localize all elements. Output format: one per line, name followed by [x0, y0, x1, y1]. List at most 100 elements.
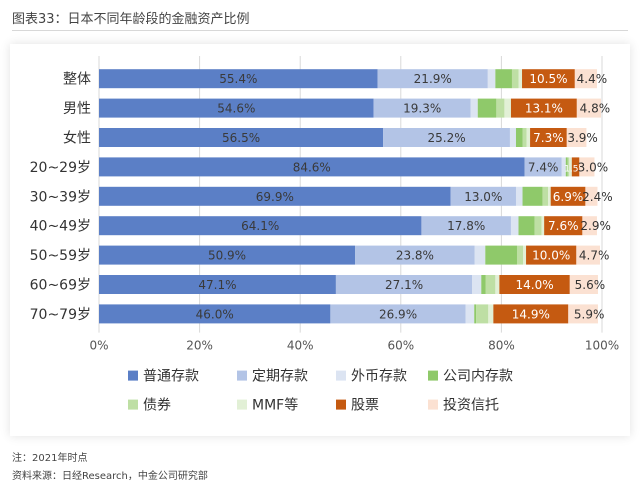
- legend-label: 公司内存款: [443, 369, 513, 385]
- data-label: 14.0%: [516, 278, 554, 292]
- bar-segment: [574, 69, 597, 89]
- bar-segment: [576, 245, 600, 265]
- bar-segment: [495, 275, 500, 294]
- data-label: 50.9%: [208, 249, 246, 263]
- bar-segment: [472, 275, 482, 294]
- data-label: 55.4%: [219, 72, 257, 86]
- bar-segment: [450, 186, 516, 206]
- legend-swatch: [237, 399, 247, 410]
- bar-segment: [567, 157, 570, 177]
- data-label: 23.8%: [396, 249, 434, 263]
- bar-segment: [541, 216, 545, 236]
- bar-segment: [534, 216, 542, 236]
- bar-segment: [569, 275, 598, 294]
- bar-segment: [99, 157, 525, 177]
- bar-segment: [383, 128, 510, 147]
- footnote-source: 资料来源：日经Research，中金公司研究部: [12, 471, 208, 482]
- bar-segment: [530, 128, 567, 147]
- bar-segment: [99, 69, 378, 89]
- data-label: 13.0%: [464, 190, 502, 204]
- legend-swatch: [128, 399, 138, 410]
- category-label: 60~69岁: [30, 278, 91, 294]
- x-tick-label: 80%: [488, 339, 515, 353]
- bar-segment: [548, 186, 551, 206]
- bar-segment: [522, 128, 527, 147]
- data-label: 10.0%: [532, 249, 570, 263]
- bar-segment: [470, 98, 478, 118]
- data-label: 54.6%: [217, 102, 255, 116]
- bar-segment: [495, 69, 512, 89]
- bar-segment: [515, 186, 523, 206]
- data-label: 84.6%: [293, 160, 331, 174]
- bar-segment: [355, 245, 475, 265]
- title-divider: [12, 30, 628, 31]
- legend-swatch: [336, 370, 346, 381]
- x-tick-label: 60%: [387, 339, 414, 353]
- bar-segment: [373, 98, 471, 118]
- bar-segment: [524, 157, 562, 177]
- bar-segment: [526, 245, 577, 265]
- bar-segment: [335, 275, 473, 294]
- bar-segment: [476, 304, 489, 324]
- bar-segment: [485, 245, 517, 265]
- bar-segment: [542, 186, 549, 206]
- data-label: 56.5%: [222, 131, 260, 145]
- bar-segment: [465, 304, 475, 324]
- data-label: 5.6%: [575, 278, 606, 292]
- x-tick-label: 100%: [585, 339, 619, 353]
- bar-segment: [518, 69, 523, 89]
- stacked-bar-chart: 0% 20% 40% 60% 80% 100% 整体 55.4% 21.9% 10.5% 4.4% 男…: [30, 56, 619, 414]
- bar-segment: [99, 98, 374, 118]
- category-label: 30~39岁: [30, 189, 91, 205]
- bar-segment: [544, 216, 583, 236]
- legend-label: 普通存款: [143, 369, 199, 385]
- bar-segment: [477, 98, 497, 118]
- bar-segment: [509, 128, 516, 147]
- category-label: 50~59岁: [30, 248, 91, 264]
- data-label: 14.9%: [512, 307, 550, 321]
- bar-segment: [487, 69, 496, 89]
- category-label: 女性: [63, 130, 91, 147]
- data-label: 25.2%: [428, 131, 466, 145]
- x-tick-label: 40%: [287, 339, 314, 353]
- bar-segment: [516, 245, 524, 265]
- data-label: 2.9%: [580, 219, 611, 233]
- data-label: 7.3%: [533, 131, 564, 145]
- bar-segment: [550, 186, 586, 206]
- legend-label: MMF等: [252, 397, 298, 414]
- bar-segment: [579, 157, 595, 177]
- data-label: 5.9%: [574, 307, 605, 321]
- x-tick-label: 20%: [186, 339, 213, 353]
- x-tick-label: 0%: [89, 339, 108, 353]
- bar-segment: [510, 216, 519, 236]
- bar-segment: [504, 98, 511, 118]
- category-label: 整体: [63, 72, 91, 88]
- data-label: 46.0%: [196, 307, 234, 321]
- bar-segment: [474, 245, 486, 265]
- legend-swatch: [237, 370, 247, 381]
- legend-swatch: [336, 399, 346, 410]
- data-label: 27.1%: [385, 278, 423, 292]
- category-label: 40~49岁: [30, 219, 91, 235]
- legend-label: 债券: [143, 398, 171, 414]
- legend-label: 外币存款: [351, 369, 407, 385]
- data-label: 26.9%: [379, 307, 417, 321]
- bar-segment: [515, 128, 523, 147]
- category-label: 20~29岁: [30, 160, 91, 176]
- bar-segment: [566, 128, 587, 147]
- bar-segment: [522, 186, 543, 206]
- legend-label: 投资信托: [443, 398, 499, 414]
- bar-segment: [99, 304, 331, 324]
- bar-segment: [526, 128, 531, 147]
- legend-swatch: [428, 399, 438, 410]
- figure-title: 图表33：日本不同年龄段的金融资产比例: [12, 12, 250, 27]
- chart-card: 0% 20% 40% 60% 80% 100% 整体 55.4% 21.9% 10.5% 4.4% 男…: [10, 44, 630, 436]
- legend-swatch: [428, 370, 438, 381]
- bar-segment: [568, 304, 598, 324]
- bar-segment: [496, 98, 505, 118]
- bar-segment: [499, 275, 570, 294]
- footnote-note: 注：2021年时点: [12, 453, 88, 464]
- bar-segment: [493, 304, 569, 324]
- data-label: 13.1%: [525, 102, 563, 116]
- legend-swatch: [128, 370, 138, 381]
